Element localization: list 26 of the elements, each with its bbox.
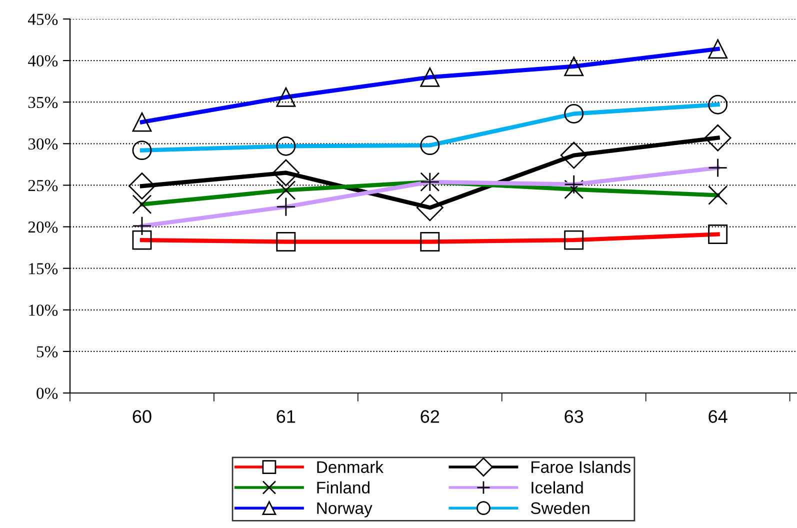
x-tick-label: 62: [420, 410, 440, 423]
point: [272, 159, 300, 186]
x-tick-label: 61: [276, 410, 296, 423]
point: [416, 194, 444, 222]
x-tick-label: 63: [564, 410, 584, 423]
x-tick-label: 60: [132, 410, 152, 423]
legend-label: Iceland: [532, 481, 583, 494]
legend-label: Denmark: [317, 460, 384, 474]
legend-label: Finland: [317, 481, 370, 494]
y-tick-label: 10%: [29, 304, 58, 316]
y-tick-label: 15%: [29, 263, 58, 274]
legend-label: Sweden: [530, 502, 590, 514]
x-tick-label: 64: [708, 410, 728, 423]
legend-label: Faroe Islands: [532, 460, 631, 474]
legend-label: Norway: [317, 502, 372, 518]
y-tick-label: 30%: [28, 138, 58, 150]
y-tick-label: 5%: [36, 346, 58, 358]
y-tick-label: 45%: [28, 14, 58, 25]
point: [704, 124, 732, 152]
y-tick-label: 25%: [28, 180, 58, 192]
point: [128, 172, 156, 200]
point: [560, 142, 588, 169]
y-tick-label: 0%: [36, 388, 58, 399]
y-tick-label: 20%: [28, 221, 58, 233]
y-tick-label: 40%: [28, 55, 58, 67]
y-tick-label: 35%: [28, 96, 58, 108]
